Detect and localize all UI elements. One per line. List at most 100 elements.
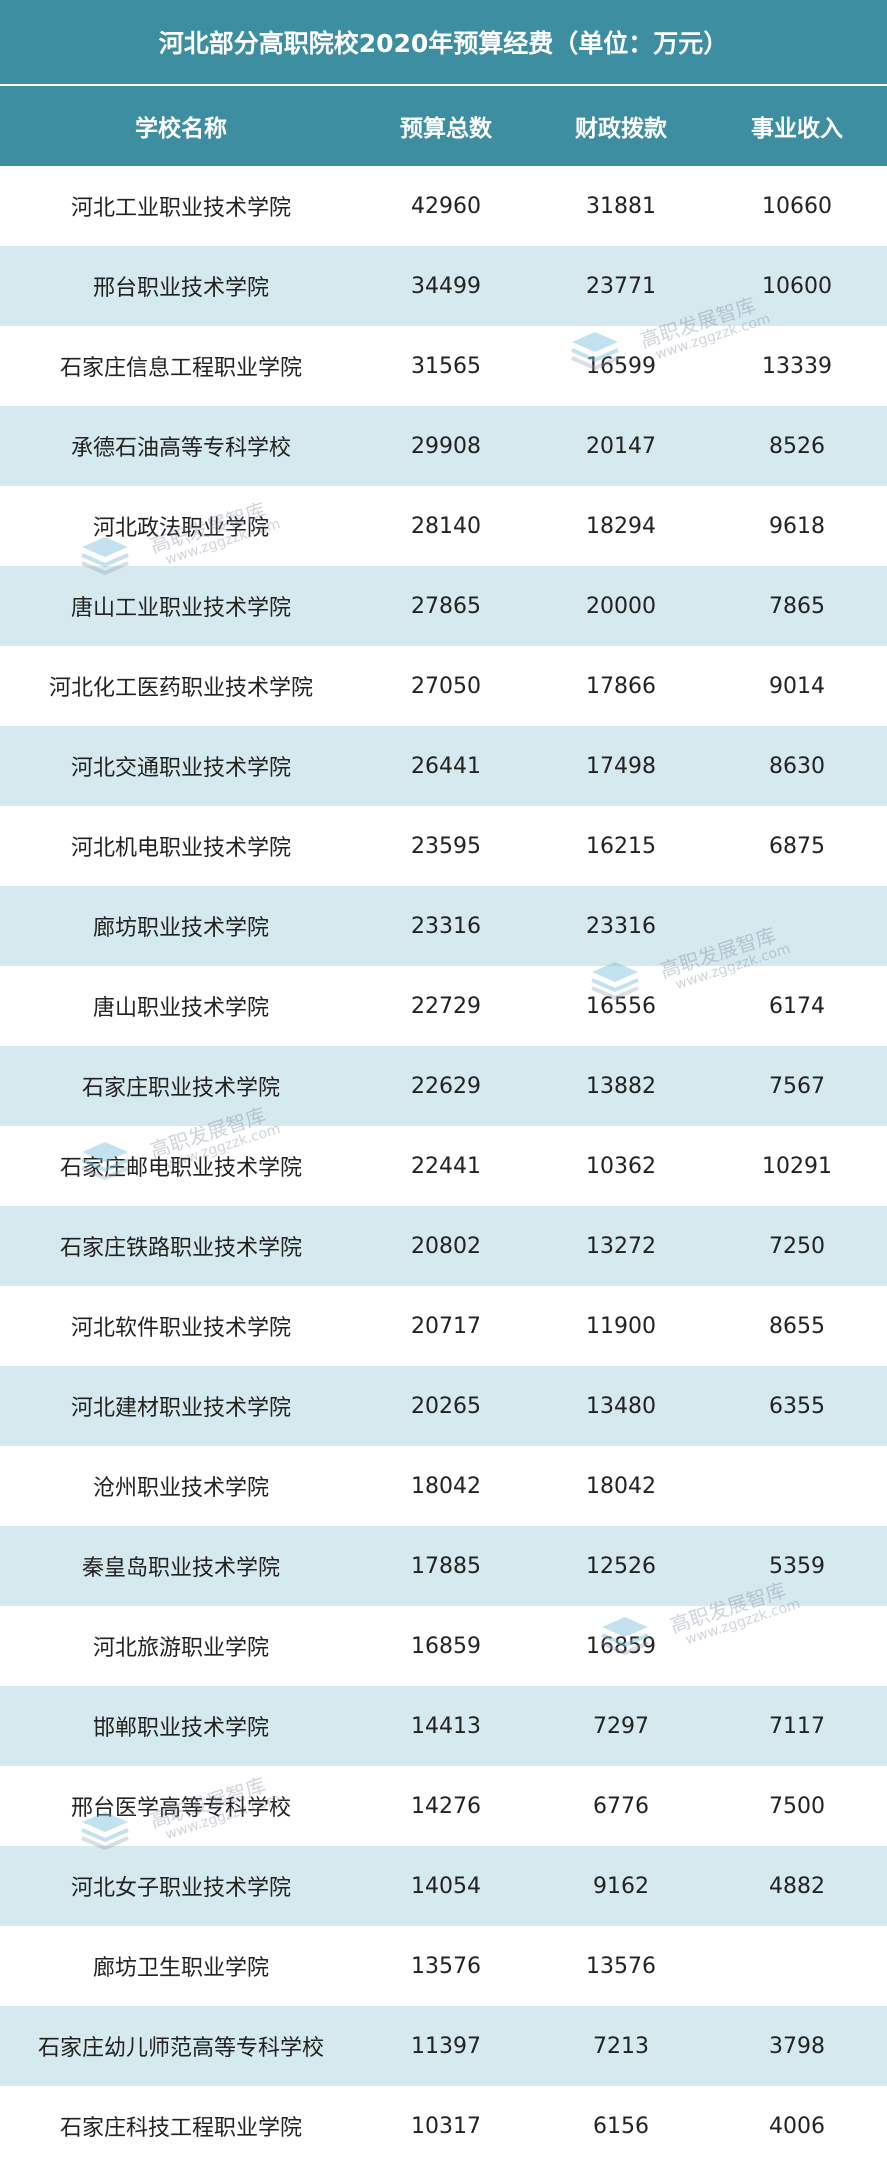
business-income-cell: 7567 (769, 1073, 825, 1099)
table-row: 沧州职业技术学院 18042 18042 (0, 1446, 887, 1526)
table-row: 石家庄科技工程职业学院 10317 6156 4006 (0, 2086, 887, 2166)
total-budget-cell: 20717 (411, 1313, 481, 1339)
fiscal-allocation-cell: 31881 (586, 193, 656, 219)
school-name-cell: 邢台医学高等专科学校 (70, 1796, 291, 1821)
table-row: 廊坊职业技术学院 23316 23316 (0, 886, 887, 966)
table-row: 石家庄铁路职业技术学院 20802 13272 7250 (0, 1206, 887, 1286)
business-income-cell: 8630 (769, 753, 825, 779)
school-name-cell: 秦皇岛职业技术学院 (81, 1556, 280, 1581)
table-row: 石家庄职业技术学院 22629 13882 7567 (0, 1046, 887, 1126)
school-name-cell: 沧州职业技术学院 (92, 1476, 269, 1501)
total-budget-cell: 23316 (411, 913, 481, 939)
business-income-cell: 6174 (769, 993, 825, 1019)
table-row: 唐山职业技术学院 22729 16556 6174 (0, 966, 887, 1046)
fiscal-allocation-cell: 11900 (586, 1313, 656, 1339)
total-budget-cell: 26441 (411, 753, 481, 779)
table-row: 河北女子职业技术学院 14054 9162 4882 (0, 1846, 887, 1926)
fiscal-allocation-cell: 12526 (586, 1553, 656, 1579)
fiscal-allocation-cell: 13480 (586, 1393, 656, 1419)
table-row: 邯郸职业技术学院 14413 7297 7117 (0, 1686, 887, 1766)
total-budget-cell: 20265 (411, 1393, 481, 1419)
school-name-cell: 河北机电职业技术学院 (70, 836, 291, 861)
table-row: 河北建材职业技术学院 20265 13480 6355 (0, 1366, 887, 1446)
total-budget-cell: 10317 (411, 2113, 481, 2139)
total-budget-cell: 27865 (411, 593, 481, 619)
business-income-cell: 4882 (769, 1873, 825, 1899)
business-income-cell: 6875 (769, 833, 825, 859)
fiscal-allocation-cell: 7297 (593, 1713, 649, 1739)
school-name-cell: 河北政法职业学院 (92, 516, 269, 541)
business-income-cell: 13339 (762, 353, 832, 379)
fiscal-allocation-cell: 20147 (586, 433, 656, 459)
table-row: 秦皇岛职业技术学院 17885 12526 5359 (0, 1526, 887, 1606)
fiscal-allocation-cell: 16599 (586, 353, 656, 379)
table-row: 石家庄邮电职业技术学院 22441 10362 10291 (0, 1126, 887, 1206)
table-header: 学校名称 预算总数 财政拨款 事业收入 (0, 86, 887, 166)
school-name-cell: 承德石油高等专科学校 (70, 436, 291, 461)
school-name-cell: 石家庄邮电职业技术学院 (59, 1156, 302, 1181)
table-row: 河北交通职业技术学院 26441 17498 8630 (0, 726, 887, 806)
business-income-cell: 10291 (762, 1153, 832, 1179)
school-name-cell: 邯郸职业技术学院 (92, 1716, 269, 1741)
total-budget-cell: 14413 (411, 1713, 481, 1739)
total-budget-cell: 14054 (411, 1873, 481, 1899)
fiscal-allocation-cell: 10362 (586, 1153, 656, 1179)
fiscal-allocation-cell: 17498 (586, 753, 656, 779)
table-row: 廊坊卫生职业学院 13576 13576 (0, 1926, 887, 2006)
total-budget-cell: 27050 (411, 673, 481, 699)
school-name-cell: 石家庄幼儿师范高等专科学校 (37, 2036, 324, 2061)
total-budget-cell: 22629 (411, 1073, 481, 1099)
school-name-cell: 河北软件职业技术学院 (70, 1316, 291, 1341)
school-name-cell: 河北旅游职业学院 (92, 1636, 269, 1661)
business-income-cell: 9014 (769, 673, 825, 699)
column-header-fiscal-allocation: 财政拨款 (575, 116, 667, 142)
total-budget-cell: 17885 (411, 1553, 481, 1579)
column-header-total-budget: 预算总数 (400, 116, 492, 142)
school-name-cell: 廊坊职业技术学院 (92, 916, 269, 941)
total-budget-cell: 13576 (411, 1953, 481, 1979)
total-budget-cell: 20802 (411, 1233, 481, 1259)
school-name-cell: 廊坊卫生职业学院 (92, 1956, 269, 1981)
fiscal-allocation-cell: 23771 (586, 273, 656, 299)
table-row: 河北化工医药职业技术学院 27050 17866 9014 (0, 646, 887, 726)
table-row: 石家庄幼儿师范高等专科学校 11397 7213 3798 (0, 2006, 887, 2086)
fiscal-allocation-cell: 16215 (586, 833, 656, 859)
total-budget-cell: 42960 (411, 193, 481, 219)
business-income-cell: 4006 (769, 2113, 825, 2139)
fiscal-allocation-cell: 13576 (586, 1953, 656, 1979)
fiscal-allocation-cell: 7213 (593, 2033, 649, 2059)
school-name-cell: 河北化工医药职业技术学院 (48, 676, 313, 701)
school-name-cell: 唐山工业职业技术学院 (70, 596, 291, 621)
fiscal-allocation-cell: 6156 (593, 2113, 649, 2139)
business-income-cell: 8655 (769, 1313, 825, 1339)
total-budget-cell: 14276 (411, 1793, 481, 1819)
school-name-cell: 石家庄科技工程职业学院 (59, 2116, 302, 2141)
table-row: 邢台医学高等专科学校 14276 6776 7500 (0, 1766, 887, 1846)
business-income-cell: 10600 (762, 273, 832, 299)
school-name-cell: 河北交通职业技术学院 (70, 756, 291, 781)
business-income-cell (737, 1446, 857, 1526)
table-row: 河北政法职业学院 28140 18294 9618 (0, 486, 887, 566)
fiscal-allocation-cell: 20000 (586, 593, 656, 619)
table-body: 河北工业职业技术学院 42960 31881 10660 邢台职业技术学院 34499 23… (0, 166, 887, 2166)
school-name-cell: 邢台职业技术学院 (92, 276, 269, 301)
business-income-cell: 6355 (769, 1393, 825, 1419)
total-budget-cell: 34499 (411, 273, 481, 299)
fiscal-allocation-cell: 6776 (593, 1793, 649, 1819)
table-row: 河北软件职业技术学院 20717 11900 8655 (0, 1286, 887, 1366)
total-budget-cell: 18042 (411, 1473, 481, 1499)
table-row: 石家庄信息工程职业学院 31565 16599 13339 (0, 326, 887, 406)
fiscal-allocation-cell: 13272 (586, 1233, 656, 1259)
business-income-cell: 7117 (769, 1713, 825, 1739)
business-income-cell: 3798 (769, 2033, 825, 2059)
column-header-business-income: 事业收入 (751, 116, 843, 142)
fiscal-allocation-cell: 13882 (586, 1073, 656, 1099)
table-row: 唐山工业职业技术学院 27865 20000 7865 (0, 566, 887, 646)
business-income-cell: 9618 (769, 513, 825, 539)
business-income-cell: 10660 (762, 193, 832, 219)
table-row: 河北机电职业技术学院 23595 16215 6875 (0, 806, 887, 886)
table-row: 河北旅游职业学院 16859 16859 (0, 1606, 887, 1686)
fiscal-allocation-cell: 16556 (586, 993, 656, 1019)
total-budget-cell: 22441 (411, 1153, 481, 1179)
business-income-cell: 5359 (769, 1553, 825, 1579)
